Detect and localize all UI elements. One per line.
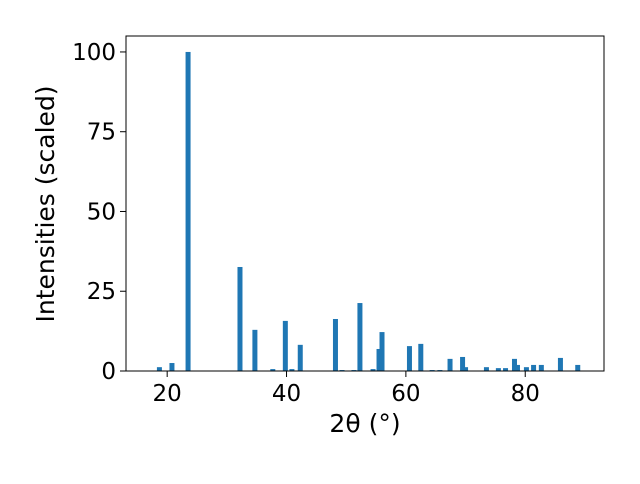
x-tick-label: 20 bbox=[153, 381, 182, 407]
x-axis-label: 2θ (°) bbox=[329, 409, 400, 438]
bar bbox=[495, 368, 501, 371]
y-tick-label: 25 bbox=[87, 279, 116, 305]
bar bbox=[370, 369, 376, 371]
bar bbox=[376, 348, 382, 371]
bar bbox=[169, 363, 175, 371]
y-tick-label: 0 bbox=[101, 359, 116, 385]
y-tick-label: 50 bbox=[87, 199, 116, 225]
bar bbox=[557, 357, 563, 371]
x-tick-label: 80 bbox=[511, 381, 540, 407]
bar bbox=[357, 303, 363, 371]
bar bbox=[511, 358, 517, 371]
bar bbox=[523, 367, 529, 371]
bar bbox=[289, 369, 295, 371]
bar bbox=[418, 343, 424, 371]
bar bbox=[156, 367, 162, 371]
bar bbox=[538, 364, 544, 371]
bar bbox=[460, 356, 466, 371]
y-tick-label: 100 bbox=[72, 40, 116, 66]
bar bbox=[483, 367, 489, 371]
bar bbox=[379, 332, 385, 371]
bar bbox=[514, 364, 520, 371]
bar bbox=[503, 368, 509, 371]
y-tick-label: 75 bbox=[87, 120, 116, 146]
bar bbox=[406, 346, 412, 371]
x-tick-label: 40 bbox=[272, 381, 301, 407]
bar bbox=[185, 51, 191, 371]
y-axis-label: Intensities (scaled) bbox=[31, 85, 60, 322]
plot-frame bbox=[125, 35, 605, 372]
bar bbox=[575, 364, 581, 371]
bar bbox=[332, 318, 338, 371]
bar bbox=[270, 369, 276, 371]
bar bbox=[252, 329, 258, 371]
bar bbox=[282, 320, 288, 371]
bar bbox=[237, 266, 243, 371]
x-tick-label: 60 bbox=[391, 381, 420, 407]
bar bbox=[531, 364, 537, 371]
bar bbox=[297, 344, 303, 371]
bar bbox=[463, 367, 469, 371]
bar bbox=[447, 358, 453, 371]
